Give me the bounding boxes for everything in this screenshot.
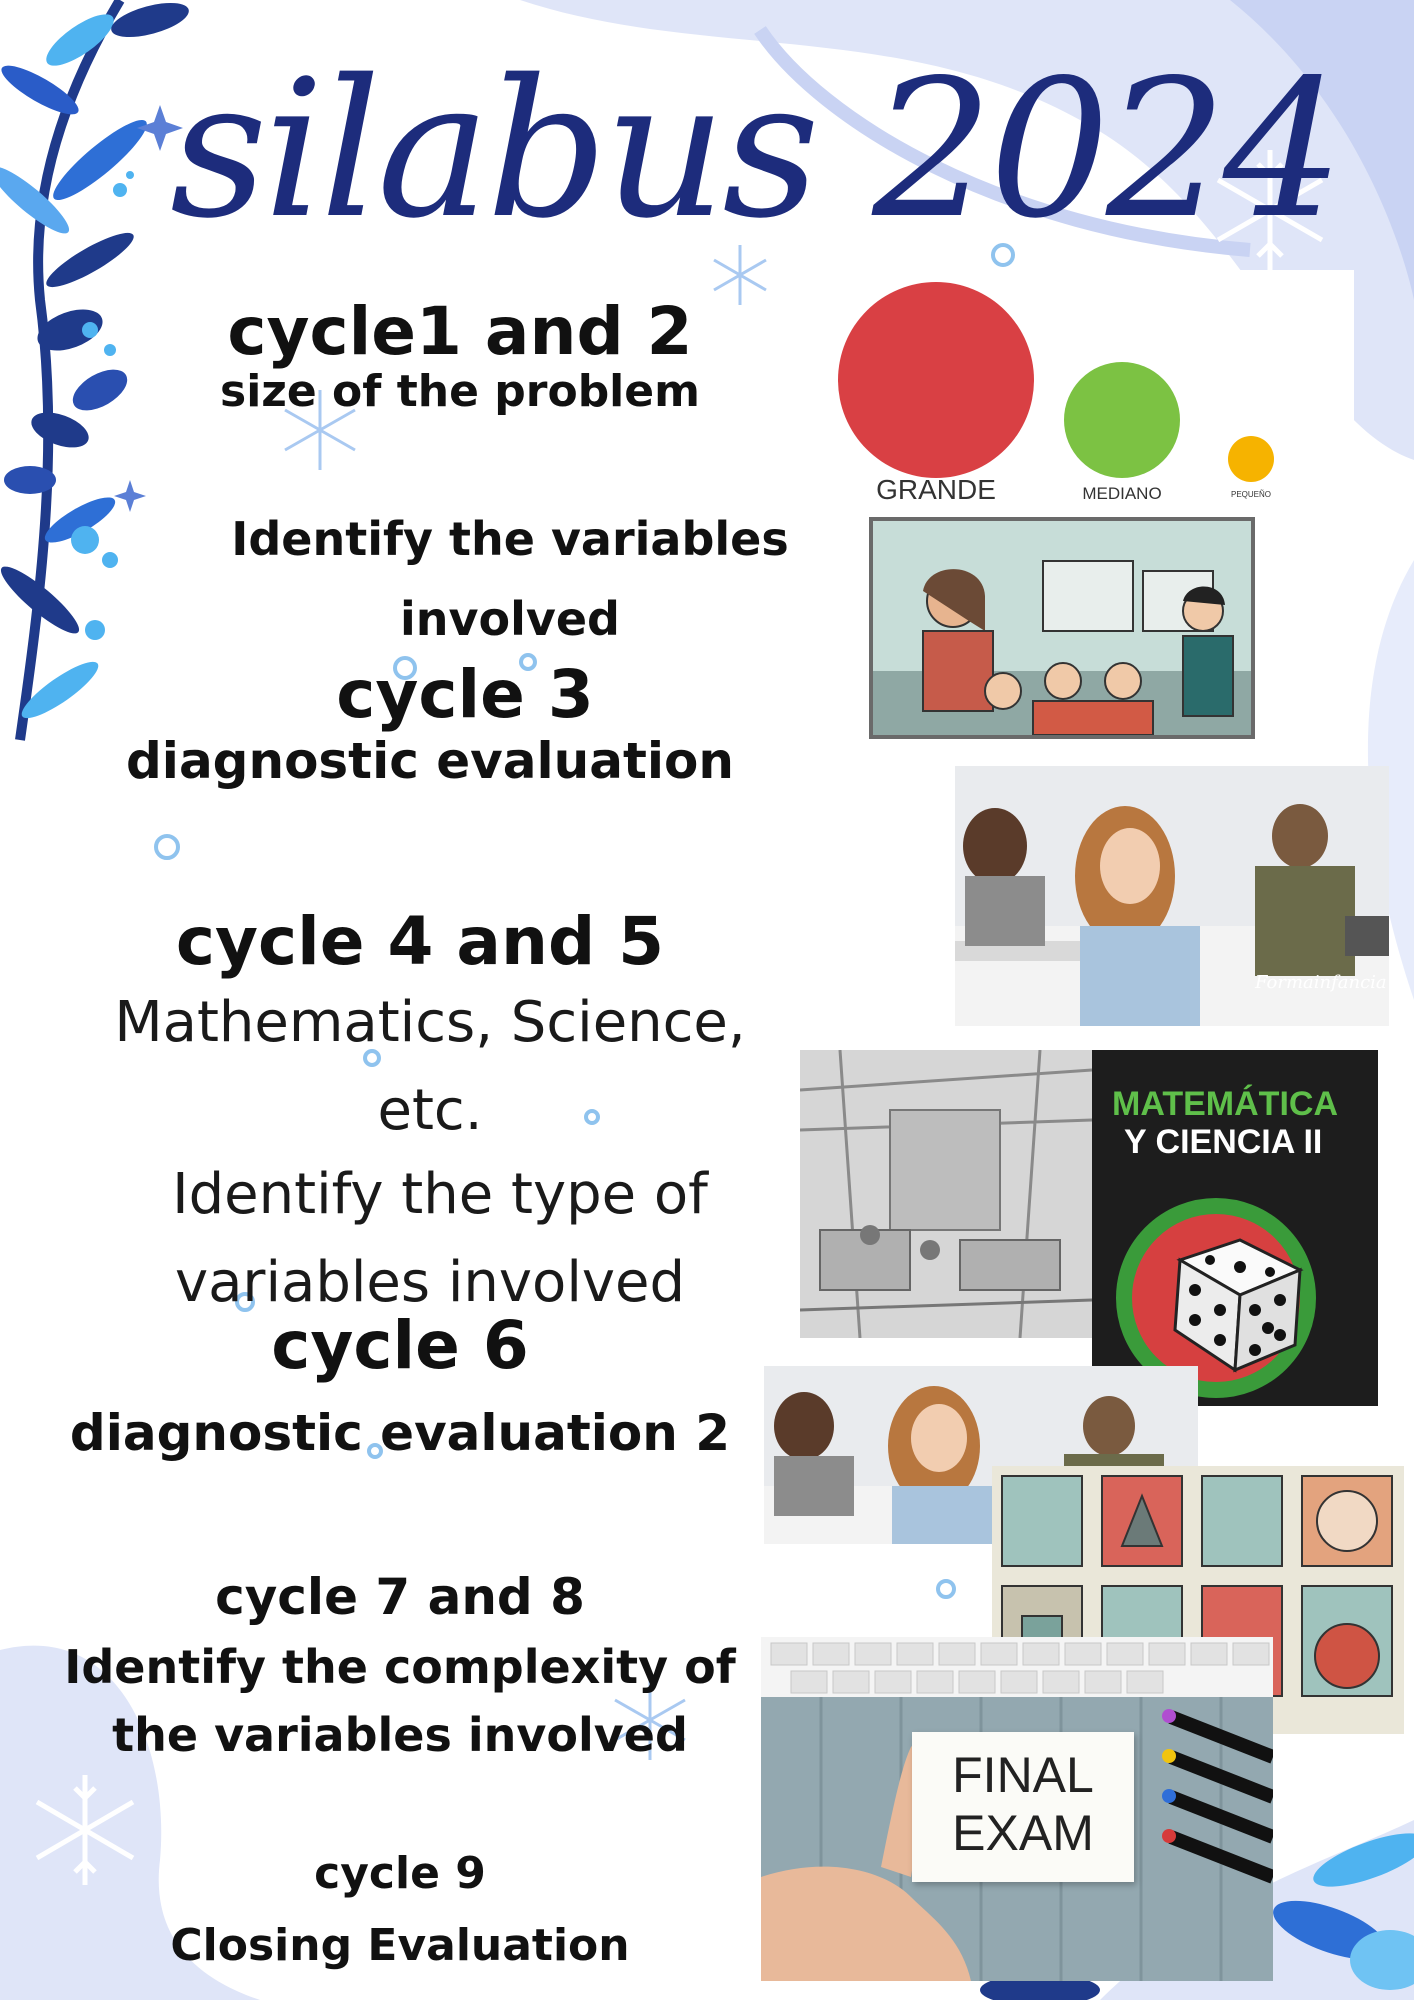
- cycle-1-2-heading: cycle1 and 2: [227, 293, 693, 370]
- label-grande: GRANDE: [876, 474, 996, 505]
- sketch-classroom-image: [800, 1050, 1092, 1338]
- cycle-3-subheading: diagnostic evaluation: [126, 732, 734, 790]
- label-mediano: MEDIANO: [1082, 484, 1162, 503]
- cycle-4-5-line3: Identify the type of: [172, 1162, 708, 1227]
- cycle-9-heading: cycle 9: [314, 1848, 486, 1899]
- final-exam-line2: EXAM: [952, 1805, 1094, 1861]
- dice-icon: [1173, 1238, 1304, 1373]
- final-exam-line1: FINAL: [952, 1747, 1094, 1803]
- cycle-4-5-line2: etc.: [377, 1078, 483, 1143]
- book-cover-image: MATEMÁTICA Y CIENCIA II: [1092, 1050, 1378, 1406]
- circle-grande: [838, 282, 1034, 478]
- photo-watermark: Formainfancia: [1255, 972, 1387, 993]
- cycle-9-subheading: Closing Evaluation: [170, 1920, 630, 1971]
- team-illustration-graphic: [873, 560, 1251, 735]
- label-pequeno: PEQUEÑO: [1230, 490, 1271, 499]
- final-exam-note: FINAL EXAM: [912, 1732, 1134, 1882]
- cycle-3-heading: cycle 3: [336, 656, 594, 733]
- cycle-7-8-heading: cycle 7 and 8: [215, 1568, 585, 1626]
- circle-pequeno: [1228, 436, 1274, 482]
- snowflake-icon: [35, 150, 1324, 1885]
- right-curve: [1367, 560, 1414, 1000]
- illustration-team-image: [869, 517, 1255, 739]
- cycle-7-8-line1: Identify the complexity of: [64, 1640, 736, 1694]
- bottom-left-blob: [0, 1645, 260, 2000]
- cycle-6-subheading: diagnostic evaluation 2: [69, 1404, 731, 1462]
- cycle-7-8-line2: the variables involved: [112, 1708, 688, 1762]
- star-sparkle-icon: [114, 105, 183, 512]
- cycle-6-heading: cycle 6: [271, 1307, 529, 1384]
- cycle-4-5-heading: cycle 4 and 5: [175, 903, 665, 980]
- top-curve-line: [754, 26, 1251, 257]
- page-title: silabus 2024: [170, 39, 1344, 260]
- exam-students-photo: Formainfancia: [955, 766, 1389, 1026]
- snowflake-icon: [284, 245, 767, 1760]
- cycle-4-5-line1: Mathematics, Science,: [114, 990, 746, 1055]
- right-blob: [1230, 0, 1414, 300]
- top-right-blob: [520, 0, 1414, 460]
- keyboard-icon: [761, 1637, 1273, 1697]
- sketch-graphic: [800, 1050, 1092, 1338]
- cycle-1-2-line2: involved: [400, 592, 620, 646]
- circle-mediano: [1064, 362, 1180, 478]
- cycle-4-5-line4: variables involved: [174, 1250, 686, 1315]
- pencil-icon: [1162, 1709, 1273, 1884]
- cycle-1-2-subheading: size of the problem: [220, 366, 700, 417]
- leaf-branch-icon: [0, 0, 189, 741]
- exam-students-graphic: [955, 766, 1389, 1026]
- bubble-dots: [154, 243, 1015, 1599]
- book-title-line1: MATEMÁTICA: [1112, 1085, 1338, 1123]
- book-title-line2: Y CIENCIA II: [1124, 1123, 1323, 1161]
- cycle-1-2-line1: Identify the variables: [231, 512, 789, 566]
